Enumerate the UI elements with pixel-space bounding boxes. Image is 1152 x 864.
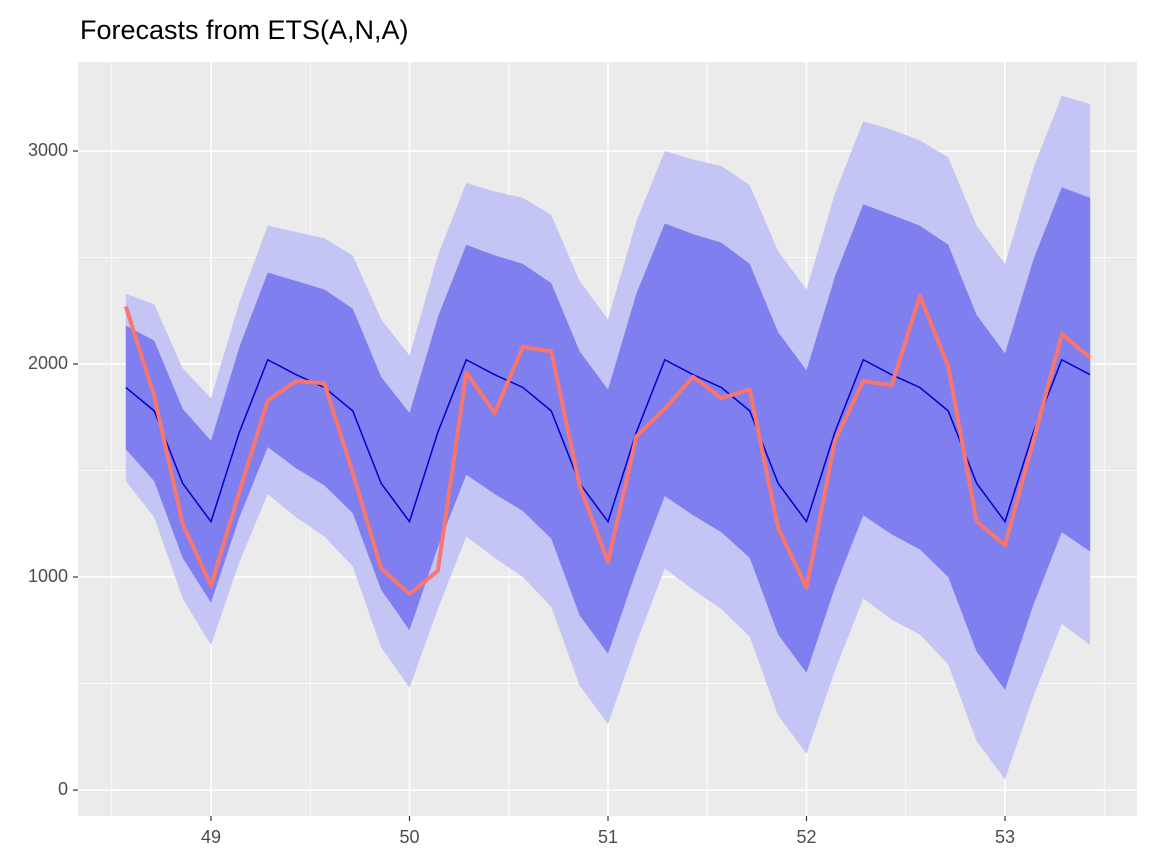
x-tick-label: 51 xyxy=(598,827,618,847)
y-tick-label: 0 xyxy=(58,779,68,799)
forecast-line xyxy=(125,358,1091,524)
chart-title: Forecasts from ETS(A,N,A) xyxy=(80,15,409,45)
x-tick-label: 52 xyxy=(796,827,816,847)
y-tick-label: 2000 xyxy=(28,353,68,373)
x-tick-label: 53 xyxy=(995,827,1015,847)
y-tick-label: 3000 xyxy=(28,140,68,160)
y-tick-label: 1000 xyxy=(28,566,68,586)
x-tick-label: 49 xyxy=(201,827,221,847)
x-tick-label: 50 xyxy=(399,827,419,847)
prediction-interval xyxy=(125,187,1091,690)
actual-line xyxy=(123,293,1092,597)
